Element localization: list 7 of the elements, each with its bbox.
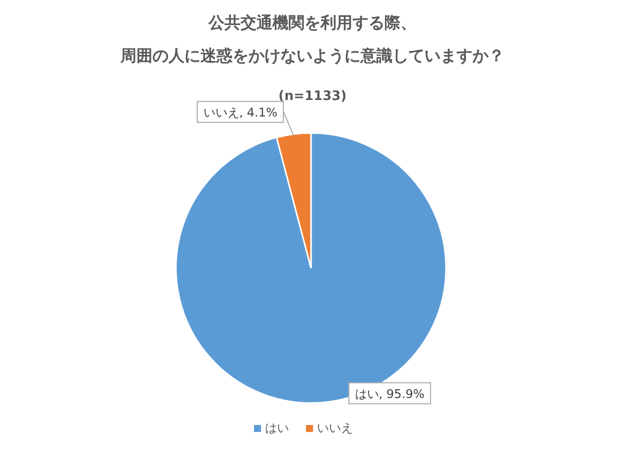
data-label: はい, 95.9%	[354, 386, 425, 401]
legend-label: はい	[265, 421, 289, 435]
chart-title: 公共交通機関を利用する際、周囲の人に迷惑をかけないように意識していますか？	[120, 13, 504, 65]
data-label: いいえ, 4.1%	[203, 105, 278, 120]
legend-label: いいえ	[317, 421, 353, 435]
chart-subtitle: (n=1133)	[278, 89, 347, 104]
pie-slice	[175, 132, 447, 404]
